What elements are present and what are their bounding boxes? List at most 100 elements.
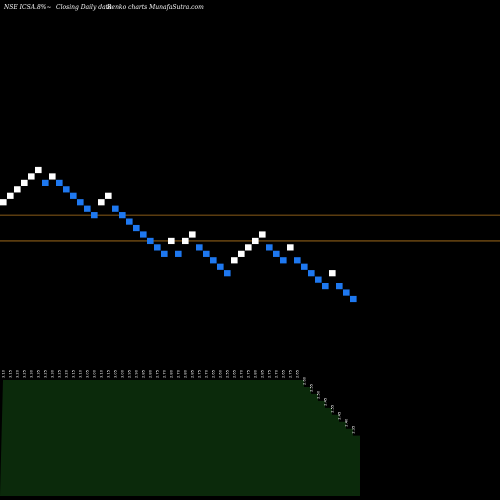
brick-price-label-3: 3.20 <box>15 369 19 378</box>
brick-price-label-44: 2.60 <box>302 376 306 385</box>
renko-brick-7 <box>42 179 49 186</box>
brick-price-label-17: 3.05 <box>113 370 117 378</box>
brick-price-label-41: 2.65 <box>281 370 285 378</box>
renko-brick-39 <box>266 244 273 251</box>
brick-price-label-26: 2.70 <box>176 369 180 378</box>
renko-brick-31 <box>210 257 217 264</box>
renko-brick-43 <box>294 257 301 264</box>
brick-price-label-43: 2.65 <box>295 370 299 378</box>
renko-brick-13 <box>84 205 91 212</box>
renko-brick-17 <box>112 205 119 212</box>
renko-bricks <box>0 166 357 303</box>
renko-brick-41 <box>280 257 287 264</box>
brick-price-label-5: 3.30 <box>29 369 33 378</box>
renko-brick-35 <box>238 250 245 257</box>
volume-fill <box>0 380 360 496</box>
renko-brick-49 <box>336 283 343 290</box>
brick-price-label-33: 2.55 <box>225 370 229 378</box>
brick-price-label-16: 3.15 <box>106 370 110 378</box>
brick-price-label-39: 2.75 <box>267 370 271 378</box>
renko-brick-1 <box>0 199 7 206</box>
brick-price-label-15: 3.10 <box>99 369 103 378</box>
renko-brick-3 <box>14 186 21 193</box>
volume-area <box>0 380 360 496</box>
renko-brick-28 <box>189 231 196 238</box>
chart-header-symbol: NSE ICSA.8%~ <box>3 4 52 11</box>
renko-brick-48 <box>329 270 336 277</box>
brick-price-label-22: 2.80 <box>148 369 152 378</box>
brick-price-label-31: 2.65 <box>211 370 215 378</box>
brick-price-label-19: 2.95 <box>127 370 131 378</box>
brick-price-label-42: 2.75 <box>288 370 292 378</box>
brick-price-label-8: 3.30 <box>50 369 54 378</box>
renko-brick-6 <box>35 166 42 174</box>
renko-brick-30 <box>203 250 210 257</box>
brick-price-label-47: 2.45 <box>323 398 327 406</box>
brick-price-label-18: 3.00 <box>120 369 124 378</box>
renko-brick-12 <box>77 199 84 206</box>
renko-brick-42 <box>287 244 294 251</box>
renko-brick-32 <box>217 263 224 270</box>
renko-brick-44 <box>301 263 308 270</box>
renko-brick-38 <box>259 231 266 238</box>
brick-price-label-37: 2.80 <box>253 369 257 378</box>
brick-price-label-7: 3.25 <box>43 370 47 378</box>
brick-price-label-45: 2.55 <box>309 384 313 392</box>
brick-price-label-29: 2.75 <box>197 370 201 378</box>
brick-price-label-49: 2.45 <box>337 412 341 420</box>
brick-price-label-50: 2.40 <box>344 418 348 427</box>
brick-price-label-4: 3.25 <box>22 370 26 378</box>
chart-header-brand: Renko charts MunafaSutra.com <box>106 4 204 11</box>
renko-brick-10 <box>63 186 70 193</box>
renko-brick-18 <box>119 212 126 219</box>
brick-price-label-38: 2.85 <box>260 370 264 378</box>
renko-brick-8 <box>49 173 56 180</box>
renko-brick-19 <box>126 218 133 225</box>
renko-brick-14 <box>91 212 98 219</box>
brick-price-label-6: 3.35 <box>36 370 40 378</box>
brick-price-label-48: 2.55 <box>330 405 334 413</box>
brick-price-label-14: 3.00 <box>92 369 96 378</box>
renko-brick-50 <box>343 289 350 296</box>
brick-price-label-1: 3.10 <box>1 369 5 378</box>
brick-price-label-51: 2.35 <box>351 426 355 434</box>
brick-price-label-13: 3.05 <box>85 370 89 378</box>
brick-price-label-34: 2.65 <box>232 370 236 378</box>
brick-price-label-28: 2.85 <box>190 370 194 378</box>
renko-brick-34 <box>231 257 238 264</box>
renko-brick-40 <box>273 250 280 257</box>
renko-brick-36 <box>245 244 252 251</box>
renko-brick-15 <box>98 199 105 206</box>
brick-price-label-2: 3.15 <box>8 370 12 378</box>
renko-brick-2 <box>7 192 14 199</box>
brick-price-label-12: 3.10 <box>78 369 82 378</box>
renko-brick-46 <box>315 276 322 283</box>
renko-brick-23 <box>154 244 161 251</box>
brick-price-label-36: 2.75 <box>246 370 250 378</box>
brick-price-label-11: 3.15 <box>71 370 75 378</box>
brick-price-label-30: 2.70 <box>204 369 208 378</box>
renko-brick-37 <box>252 237 259 245</box>
renko-brick-25 <box>168 237 175 245</box>
renko-brick-47 <box>322 283 329 290</box>
brick-price-label-46: 2.50 <box>316 390 320 399</box>
renko-brick-5 <box>28 173 35 180</box>
renko-brick-27 <box>182 237 189 245</box>
brick-price-label-35: 2.70 <box>239 369 243 378</box>
reference-lines <box>0 214 500 242</box>
renko-brick-20 <box>133 224 140 232</box>
renko-brick-4 <box>21 179 28 186</box>
renko-brick-9 <box>56 179 63 186</box>
brick-price-label-32: 2.60 <box>218 369 222 378</box>
brick-price-label-23: 2.75 <box>155 370 159 378</box>
brick-price-label-24: 2.70 <box>162 369 166 378</box>
brick-price-label-10: 3.20 <box>64 369 68 378</box>
renko-brick-11 <box>70 192 77 199</box>
brick-price-label-27: 2.80 <box>183 369 187 378</box>
brick-price-labels: 3.10 3.15 3.20 3.25 3.30 3.35 3.25 3.30 3.25 3.20… <box>1 369 355 433</box>
brick-price-label-9: 3.25 <box>57 370 61 378</box>
renko-brick-33 <box>224 270 231 277</box>
renko-brick-16 <box>105 192 112 199</box>
